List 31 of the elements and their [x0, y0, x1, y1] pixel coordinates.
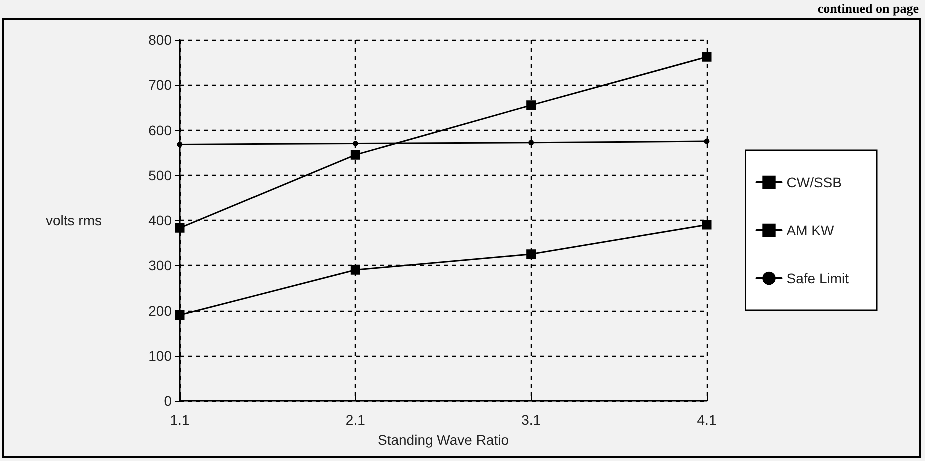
y-axis-title: volts rms [46, 212, 102, 228]
x-tick-label: 2.1 [346, 412, 366, 428]
x-tick-label: 4.1 [697, 412, 717, 428]
point [175, 310, 185, 320]
point [175, 223, 185, 233]
x-tick-label: 1.1 [170, 412, 190, 428]
y-tick-label: 800 [148, 32, 172, 48]
point [528, 140, 534, 146]
y-tick-label: 300 [148, 258, 172, 274]
point [350, 150, 360, 160]
point [177, 142, 183, 148]
legend-label: Safe Limit [786, 270, 850, 286]
y-tick-label: 200 [148, 302, 172, 319]
x-axis-title: Standing Wave Ratio [378, 432, 510, 448]
y-tick-label: 600 [148, 122, 172, 138]
text: continued on page [818, 1, 919, 17]
point [702, 220, 712, 230]
point [526, 250, 536, 260]
legend-label: AM KW [786, 222, 835, 238]
point [704, 138, 710, 144]
point [702, 52, 712, 62]
x-tick-label: 3.1 [522, 412, 542, 428]
y-tick-label: 100 [148, 348, 172, 364]
legend-label: CW/SSB [786, 174, 842, 190]
y-tick-label: 400 [148, 212, 172, 228]
point [526, 100, 536, 110]
point [352, 141, 358, 147]
point [350, 265, 360, 275]
y-tick-label: 700 [148, 77, 172, 94]
y-tick-label: 500 [148, 167, 172, 184]
y-tick-label: 0 [164, 393, 172, 409]
